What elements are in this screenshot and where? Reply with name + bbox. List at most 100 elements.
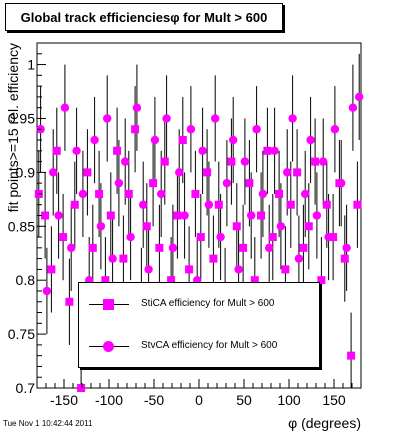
data-point-square xyxy=(59,233,68,242)
legend: StiCA efficiency for Mult > 600 StvCA ef… xyxy=(78,282,320,368)
data-point-square xyxy=(47,265,56,274)
x-tick-label: -100 xyxy=(95,392,123,408)
data-point-square xyxy=(70,200,79,209)
data-point-square xyxy=(113,146,122,155)
legend-item-stvca: StvCA efficiency for Mult > 600 xyxy=(79,337,319,357)
data-point-circle xyxy=(49,168,58,177)
data-point-square xyxy=(214,200,223,209)
data-point-circle xyxy=(72,146,81,156)
y-tick-label: 0.7 xyxy=(16,380,36,396)
x-tick-label: -50 xyxy=(144,392,164,408)
data-point-square xyxy=(293,168,302,177)
data-point-square xyxy=(41,211,50,220)
data-point-circle xyxy=(162,114,171,123)
data-point-circle xyxy=(240,157,250,166)
data-point-circle xyxy=(330,125,340,134)
data-point-square xyxy=(142,222,151,231)
data-point-circle xyxy=(96,222,106,231)
data-point-circle xyxy=(216,232,225,242)
data-point-square xyxy=(52,146,61,155)
y-tick-label: 1 xyxy=(27,57,35,73)
square-marker-icon xyxy=(103,299,114,310)
data-point-circle xyxy=(319,157,328,166)
data-markers xyxy=(34,92,364,392)
data-point-circle xyxy=(60,103,70,112)
data-point-circle xyxy=(265,243,274,253)
data-point-square xyxy=(209,254,218,263)
data-point-circle xyxy=(342,243,351,253)
y-tick-label: 0.9 xyxy=(16,164,36,180)
x-tick-label: 50 xyxy=(236,392,252,408)
data-point-circle xyxy=(198,146,207,156)
data-point-square xyxy=(304,222,313,231)
data-point-circle xyxy=(337,178,346,188)
data-point-square xyxy=(173,211,182,220)
data-point-circle xyxy=(114,178,124,188)
data-point-circle xyxy=(211,114,220,123)
data-point-square xyxy=(227,157,236,166)
data-point-square xyxy=(191,189,200,198)
legend-label-stvca: StvCA efficiency for Mult > 600 xyxy=(141,340,278,351)
y-tick-label: 0.8 xyxy=(16,272,36,288)
data-point-circle xyxy=(67,243,76,253)
data-point-square xyxy=(286,200,295,209)
data-point-square xyxy=(317,276,326,285)
data-point-square xyxy=(353,200,362,209)
data-point-circle xyxy=(348,103,358,112)
data-point-circle xyxy=(126,232,135,242)
y-axis: 0.7 0.75 0.8 0.85 0.9 0.95 1 xyxy=(8,42,46,396)
data-point-square xyxy=(275,189,284,198)
data-point-square xyxy=(65,297,74,306)
data-point-square xyxy=(257,211,266,220)
data-point-square xyxy=(239,243,248,252)
data-point-circle xyxy=(234,265,243,274)
y-tick-label: 0.75 xyxy=(8,326,35,342)
data-point-circle xyxy=(247,211,256,220)
data-point-square xyxy=(131,125,140,134)
x-tick-label: 100 xyxy=(277,392,301,408)
chart-title: Global track efficienciesφ for Mult > 60… xyxy=(20,10,268,25)
data-point-circle xyxy=(90,135,99,145)
data-point-circle xyxy=(306,135,315,145)
data-point-circle xyxy=(150,135,160,145)
data-point-square xyxy=(322,200,331,209)
data-point-square xyxy=(311,157,320,166)
x-tick-label: -150 xyxy=(50,392,78,408)
data-point-circle xyxy=(103,114,112,123)
timestamp: Tue Nov 1 10:42:44 2011 xyxy=(3,419,93,428)
data-point-circle xyxy=(204,200,214,209)
data-point-square xyxy=(340,254,349,263)
data-point-circle xyxy=(139,200,148,209)
data-point-circle xyxy=(252,125,261,134)
data-point-circle xyxy=(276,222,286,231)
data-point-square xyxy=(106,211,115,220)
data-point-circle xyxy=(312,211,322,220)
data-point-square xyxy=(178,136,187,145)
data-point-circle xyxy=(175,168,184,177)
data-point-square xyxy=(299,243,308,252)
data-point-circle xyxy=(54,211,63,220)
data-point-circle xyxy=(229,135,238,145)
data-point-square xyxy=(88,243,97,252)
data-point-square xyxy=(347,351,356,360)
data-point-circle xyxy=(270,146,279,156)
circle-marker-icon xyxy=(103,341,114,352)
data-point-square xyxy=(95,189,104,198)
data-point-square xyxy=(268,233,277,242)
data-point-circle xyxy=(288,114,297,123)
x-axis: -150 -100 -50 0 50 100 150 xyxy=(36,379,362,408)
data-point-circle xyxy=(108,254,117,263)
data-point-square xyxy=(232,222,241,231)
title-box: Global track efficienciesφ for Mult > 60… xyxy=(5,3,283,31)
data-point-square xyxy=(329,233,338,242)
data-point-circle xyxy=(283,168,292,177)
data-point-square xyxy=(281,265,290,274)
y-tick-label: 0.85 xyxy=(8,218,35,234)
data-point-circle xyxy=(301,189,310,199)
data-point-square xyxy=(149,179,158,188)
legend-label-stica: StiCA efficiency for Mult > 600 xyxy=(141,298,275,309)
y-tick-label: 0.95 xyxy=(8,110,35,126)
data-point-circle xyxy=(168,243,178,253)
data-point-circle xyxy=(180,211,189,220)
data-point-square xyxy=(160,157,169,166)
